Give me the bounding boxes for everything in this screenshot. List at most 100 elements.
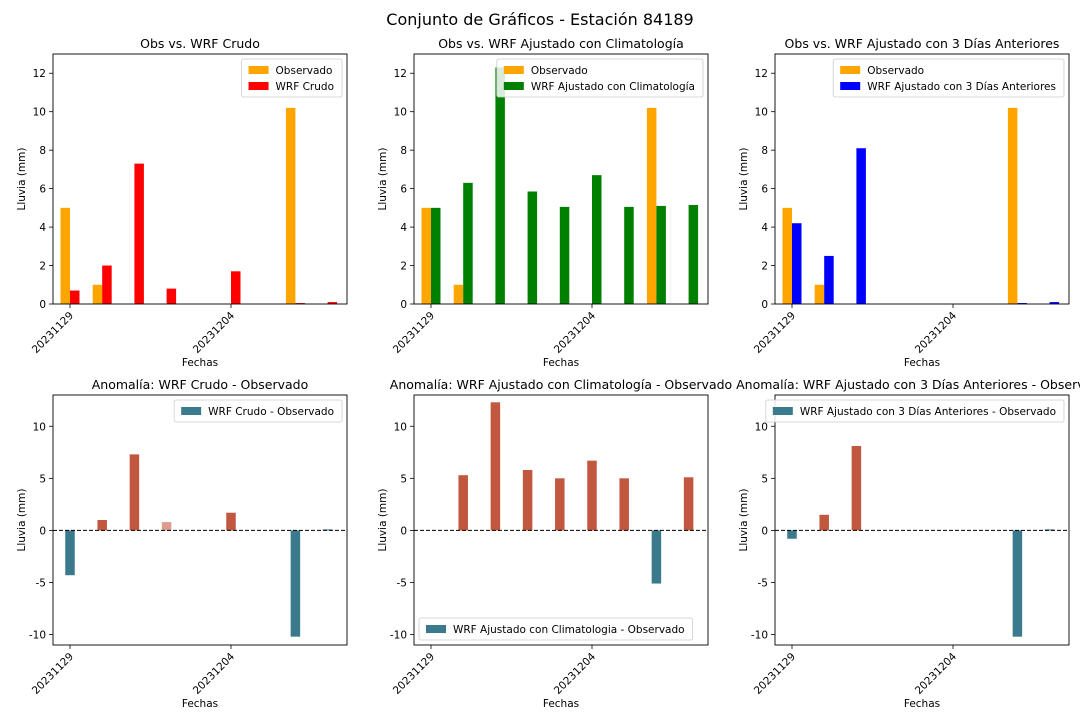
subplot-title: Obs vs. WRF Ajustado con Climatología (438, 36, 684, 51)
y-axis-label: Lluvia (mm) (738, 148, 750, 211)
y-tick-label: 12 (755, 68, 768, 80)
y-tick-label: 8 (400, 145, 407, 157)
bar (819, 514, 829, 531)
y-tick-label: -10 (751, 630, 768, 642)
legend-box (765, 399, 1065, 423)
y-tick-label: 8 (761, 145, 768, 157)
y-tick-label: 2 (400, 261, 407, 273)
legend-label: WRF Ajustado con 3 Días Anteriores - Obs… (800, 406, 1056, 418)
bar (851, 446, 862, 531)
subplot-6: Anomalía: WRF Ajustado con 3 Días Anteri… (736, 377, 1080, 710)
y-tick-label: 0 (761, 299, 768, 311)
legend: WRF Crudo - Observado (173, 399, 343, 423)
legend-swatch (426, 625, 446, 633)
legend: WRF Ajustado con 3 Días Anteriores - Obs… (765, 399, 1065, 423)
x-tick-label: 20231129 (391, 651, 437, 697)
y-axis-label: Lluvia (mm) (377, 489, 389, 552)
bar (490, 402, 501, 531)
y-tick-label: 10 (755, 107, 768, 119)
y-tick-label: 6 (761, 184, 768, 196)
legend-box (496, 58, 704, 98)
subplot-1: Obs vs. WRF Crudo 0 2 4 6 8 10 12 Lluvia (mm) 202… (16, 36, 348, 369)
legend-label: WRF Crudo - Observado (208, 406, 334, 418)
figure-title: Conjunto de Gráficos - Estación 84189 (386, 10, 694, 29)
y-tick-label: -5 (36, 578, 46, 590)
y-tick-label: 10 (33, 421, 46, 433)
bar (97, 520, 107, 531)
bar (431, 207, 441, 304)
legend-swatch (248, 82, 269, 90)
legend-box (173, 399, 343, 423)
legend-box (418, 617, 693, 641)
legend-swatch (840, 82, 861, 90)
x-tick-label: 20231204 (191, 309, 238, 356)
axes-frame (774, 53, 1070, 305)
bar (688, 204, 699, 304)
bar (1012, 530, 1023, 637)
bar (290, 530, 301, 637)
legend-label: WRF Ajustado con 3 Días Anteriores (867, 81, 1056, 93)
bar (656, 205, 666, 304)
y-tick-label: 12 (394, 68, 407, 80)
legend-label: Observado (867, 65, 924, 77)
y-tick-label: 8 (39, 145, 46, 157)
bar (683, 477, 694, 531)
bar (285, 107, 296, 304)
y-tick-label: 5 (400, 473, 407, 485)
y-axis-label: Lluvia (mm) (738, 489, 750, 552)
y-tick-label: 10 (755, 421, 768, 433)
bar (587, 460, 597, 531)
y-tick-label: -5 (397, 578, 407, 590)
y-tick-label: 6 (39, 184, 46, 196)
subplot-5: Anomalía: WRF Ajustado con Climatología … (377, 377, 732, 710)
bar (619, 478, 629, 531)
bar (453, 284, 464, 304)
y-tick-label: -10 (29, 630, 46, 642)
subplot-2: Obs vs. WRF Ajustado con Climatología 0 2 4… (377, 36, 709, 369)
y-tick-label: 4 (400, 222, 407, 234)
x-tick-label: 20231204 (191, 650, 238, 697)
bar (295, 303, 305, 304)
bar (1044, 529, 1055, 531)
bar (421, 207, 431, 304)
legend-label: Observado (531, 65, 588, 77)
subplot-title: Anomalía: WRF Ajustado con 3 Días Anteri… (736, 377, 1080, 392)
y-tick-label: 0 (39, 525, 46, 537)
y-tick-label: 0 (39, 299, 46, 311)
bar (161, 522, 172, 531)
y-axis-label: Lluvia (mm) (16, 148, 28, 211)
axes-frame (52, 53, 348, 305)
y-tick-label: 6 (400, 184, 407, 196)
bar (231, 271, 241, 304)
bar (129, 454, 140, 531)
legend-swatch (503, 66, 524, 74)
bar (814, 284, 825, 304)
bar (592, 175, 602, 304)
legend-swatch (248, 66, 269, 74)
x-tick-label: 20231129 (391, 310, 437, 356)
x-axis-label: Fechas (543, 357, 579, 369)
y-tick-label: 4 (39, 222, 46, 234)
x-tick-label: 20231204 (913, 309, 960, 356)
y-tick-label: 10 (33, 107, 46, 119)
bar (646, 107, 657, 304)
y-tick-label: 5 (39, 473, 46, 485)
subplot-title: Anomalía: WRF Ajustado con Climatología … (390, 377, 732, 392)
x-tick-label: 20231129 (30, 651, 76, 697)
legend-box (832, 58, 1065, 98)
y-tick-label: 0 (761, 525, 768, 537)
y-tick-label: 0 (400, 525, 407, 537)
legend-label: WRF Ajustado con Climatología (531, 81, 695, 93)
bar (1049, 302, 1060, 304)
bar (463, 182, 473, 304)
x-tick-label: 20231129 (30, 310, 76, 356)
subplot-title: Obs vs. WRF Ajustado con 3 Días Anterior… (785, 36, 1060, 51)
bar (792, 223, 802, 304)
x-tick-label: 20231204 (913, 650, 960, 697)
x-tick-label: 20231204 (552, 309, 599, 356)
legend: Observado WRF Ajustado con Climatología (496, 58, 704, 98)
y-tick-label: -10 (390, 630, 407, 642)
bar (1017, 303, 1027, 304)
legend-label: WRF Crudo (276, 81, 334, 93)
